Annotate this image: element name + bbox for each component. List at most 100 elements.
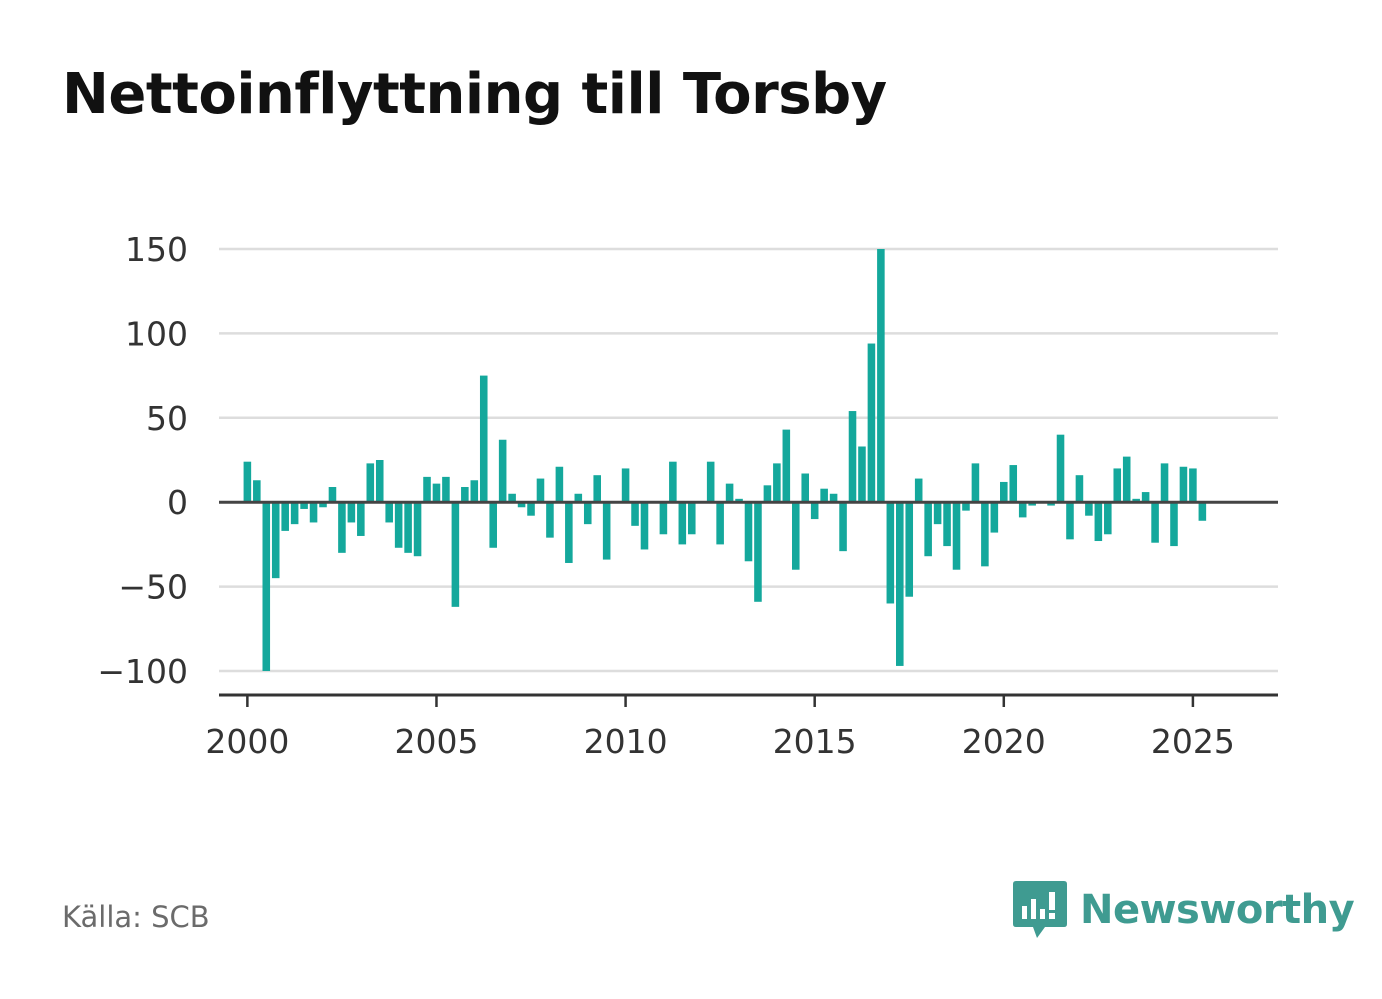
bar bbox=[1170, 502, 1178, 547]
x-tick-label: 2005 bbox=[394, 722, 478, 761]
brand-name: Newsworthy bbox=[1080, 887, 1355, 933]
bar bbox=[489, 502, 497, 548]
bar bbox=[328, 487, 337, 503]
bar bbox=[1000, 481, 1008, 503]
bar bbox=[309, 502, 318, 523]
bar bbox=[1009, 465, 1018, 503]
bar bbox=[546, 502, 554, 538]
bar bbox=[602, 502, 611, 560]
bar bbox=[593, 475, 601, 503]
x-axis: 2000 2005 2010 2015 2020 2025 bbox=[205, 693, 1278, 761]
bar bbox=[631, 502, 639, 526]
bar bbox=[1066, 502, 1074, 540]
gridlines bbox=[219, 247, 1278, 673]
bar bbox=[1189, 468, 1197, 503]
bar bbox=[905, 502, 914, 597]
bar bbox=[1122, 456, 1131, 503]
bar bbox=[678, 502, 687, 545]
bar bbox=[262, 502, 271, 671]
y-axis-ticks: −100 −50 0 50 100 150 bbox=[97, 230, 188, 691]
x-tick-label: 2010 bbox=[584, 722, 668, 761]
bar bbox=[829, 493, 838, 503]
bars bbox=[243, 249, 1207, 671]
bar bbox=[442, 476, 450, 503]
bar bbox=[1047, 502, 1055, 506]
bar bbox=[375, 460, 384, 503]
x-tick-label: 2020 bbox=[962, 722, 1046, 761]
bar bbox=[735, 498, 743, 503]
bar bbox=[669, 461, 677, 503]
bar bbox=[404, 502, 412, 553]
bar bbox=[1028, 502, 1036, 506]
bar bbox=[366, 463, 375, 503]
bar bbox=[432, 483, 441, 503]
bar bbox=[271, 502, 280, 579]
bar bbox=[479, 375, 488, 503]
y-tick-label: 0 bbox=[167, 483, 188, 522]
bar bbox=[848, 411, 857, 503]
bar bbox=[555, 466, 564, 503]
bar bbox=[952, 502, 961, 570]
bar bbox=[640, 502, 649, 550]
bar bbox=[338, 502, 346, 553]
bar bbox=[319, 502, 327, 508]
bar bbox=[1151, 502, 1159, 543]
brand-logo[interactable]: Newsworthy bbox=[1012, 878, 1355, 942]
bar bbox=[574, 493, 583, 503]
bar bbox=[470, 480, 479, 503]
bar bbox=[536, 478, 545, 503]
bar bbox=[461, 487, 469, 503]
bar bbox=[1018, 502, 1027, 518]
bar bbox=[962, 502, 970, 511]
y-tick-label: −50 bbox=[118, 568, 188, 607]
bar bbox=[423, 476, 431, 503]
bar bbox=[527, 502, 535, 516]
bar bbox=[924, 502, 932, 557]
bar bbox=[687, 502, 696, 535]
bar bbox=[981, 502, 989, 567]
bar bbox=[877, 249, 885, 503]
bar bbox=[357, 502, 365, 536]
bar bbox=[858, 446, 866, 503]
bar bbox=[744, 502, 753, 562]
bar bbox=[253, 480, 261, 503]
bar bbox=[1198, 502, 1207, 521]
x-tick-label: 2015 bbox=[773, 722, 857, 761]
bar bbox=[791, 502, 800, 570]
bar bbox=[1085, 502, 1093, 516]
bar bbox=[914, 478, 923, 503]
bar bbox=[583, 502, 592, 525]
bar bbox=[763, 485, 772, 503]
bar bbox=[347, 502, 356, 523]
bar bbox=[1179, 466, 1188, 503]
y-tick-label: −100 bbox=[97, 652, 188, 691]
bar bbox=[413, 502, 422, 557]
bar bbox=[1056, 434, 1065, 503]
bar bbox=[1075, 475, 1084, 503]
bar bbox=[1132, 498, 1140, 503]
bar bbox=[933, 502, 942, 525]
bar bbox=[659, 502, 668, 535]
bar bbox=[725, 483, 734, 503]
bar bbox=[716, 502, 724, 545]
bar bbox=[839, 502, 847, 552]
bar bbox=[867, 343, 876, 503]
x-tick-label: 2000 bbox=[205, 722, 289, 761]
bar bbox=[990, 502, 999, 533]
source-note: Källa: SCB bbox=[62, 900, 210, 934]
bar bbox=[886, 502, 895, 604]
bar bbox=[773, 463, 781, 503]
y-tick-label: 50 bbox=[146, 399, 188, 438]
bar bbox=[1094, 502, 1103, 542]
bar bbox=[565, 502, 573, 563]
bar bbox=[1141, 492, 1150, 503]
bar bbox=[394, 502, 403, 548]
bar bbox=[754, 502, 762, 602]
bar bbox=[281, 502, 289, 531]
bar bbox=[508, 493, 516, 503]
bar bbox=[820, 488, 828, 503]
bar bbox=[1113, 468, 1122, 503]
bar bbox=[782, 429, 791, 503]
bar bbox=[971, 463, 980, 503]
